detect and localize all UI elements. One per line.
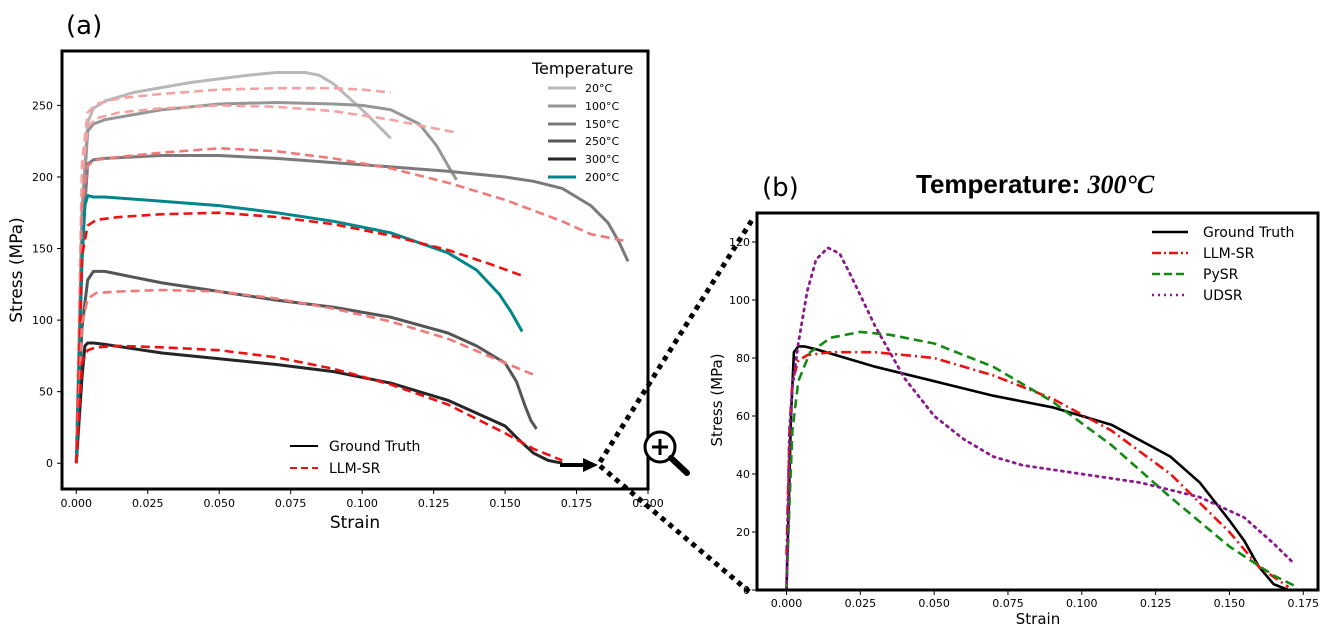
x-tick-label: 0.100 bbox=[346, 497, 378, 510]
series-line-a-ground-truth-20-c bbox=[74, 71, 392, 464]
series-line-b-llm-sr bbox=[785, 350, 1290, 589]
y-tick-label: 250 bbox=[32, 99, 53, 112]
series-line-a-ground-truth-300-c bbox=[74, 341, 563, 465]
series-line-a-llm-sr-150-c bbox=[75, 147, 629, 464]
y-tick-label: 100 bbox=[32, 314, 53, 327]
chart-a: 0.000 0.025 0.050 0.075 0.100 0.125 0.150 0.175… bbox=[7, 49, 664, 533]
series-line-a-llm-sr-200-c bbox=[75, 211, 523, 464]
chart-a-y-label: Stress (MPa) bbox=[7, 217, 27, 323]
panel-b-title-value: 300°C bbox=[1086, 170, 1154, 199]
y-tick-label: 150 bbox=[32, 243, 53, 256]
legend-label-20c: 20°C bbox=[585, 82, 612, 95]
temperature-legend-title: Temperature bbox=[531, 59, 633, 78]
series-line-a-ground-truth-100-c bbox=[74, 101, 458, 464]
legend-label-llm-sr: LLM-SR bbox=[329, 461, 381, 477]
y-tick-label: 200 bbox=[32, 171, 53, 184]
x-tick-label: 0.100 bbox=[1066, 597, 1098, 610]
chart-a-x-ticks: 0.000 0.025 0.050 0.075 0.100 0.125 0.150 0.175… bbox=[61, 489, 664, 510]
x-tick-label: 0.175 bbox=[1287, 597, 1319, 610]
b-legend-label-udsr: UDSR bbox=[1203, 288, 1243, 304]
chart-a-frame bbox=[60, 49, 650, 491]
chart-a-method-legend: Ground Truth LLM-SR bbox=[290, 439, 420, 477]
chart-b-curves bbox=[785, 246, 1298, 592]
series-line-a-ground-truth-150-c bbox=[74, 154, 630, 464]
legend-label-250c: 250°C bbox=[585, 135, 619, 148]
x-tick-label: 0.025 bbox=[845, 597, 877, 610]
zoom-arrow bbox=[560, 458, 598, 472]
series-line-a-llm-sr-300-c bbox=[75, 344, 563, 464]
chart-b-y-label: Stress (MPa) bbox=[708, 353, 726, 446]
y-tick-label: 0 bbox=[46, 457, 53, 470]
zoom-connector-top bbox=[597, 218, 755, 464]
x-tick-label: 0.125 bbox=[1140, 597, 1172, 610]
x-tick-label: 0.050 bbox=[918, 597, 950, 610]
magnifier-zoom-in-icon bbox=[643, 430, 690, 476]
legend-label-150c: 150°C bbox=[585, 118, 619, 131]
b-legend-label-pysr: PySR bbox=[1203, 267, 1239, 283]
legend-label-300c: 300°C bbox=[585, 153, 619, 166]
y-tick-label: 50 bbox=[39, 386, 53, 399]
panel-b-title: Temperature: 300°C bbox=[916, 169, 1155, 199]
legend-label-100c: 100°C bbox=[585, 100, 619, 113]
chart-b-frame bbox=[755, 211, 1320, 592]
x-tick-label: 0.025 bbox=[132, 497, 164, 510]
series-line-a-ground-truth-200-c bbox=[74, 194, 524, 464]
chart-b-x-ticks: 0.000 0.025 0.050 0.075 0.100 0.125 0.150 0.175 bbox=[771, 590, 1319, 610]
chart-b: 0.000 0.025 0.050 0.075 0.100 0.125 0.150 0.175… bbox=[708, 211, 1320, 628]
chart-a-x-label: Strain bbox=[330, 513, 380, 533]
zoom-connector-bottom bbox=[598, 464, 754, 596]
chart-b-x-label: Strain bbox=[1016, 610, 1060, 628]
panel-b-label: (b) bbox=[762, 173, 799, 203]
x-tick-label: 0.075 bbox=[275, 497, 307, 510]
chart-a-temperature-legend: Temperature 20°C 100°C 150°C 250°C 300°C… bbox=[531, 59, 633, 184]
x-tick-label: 0.125 bbox=[418, 497, 450, 510]
b-legend-label-llm-sr: LLM-SR bbox=[1203, 246, 1255, 262]
series-line-a-llm-sr-250-c bbox=[75, 288, 537, 464]
y-tick-label: 80 bbox=[736, 352, 750, 365]
y-tick-label: 20 bbox=[736, 526, 750, 539]
x-tick-label: 0.150 bbox=[489, 497, 521, 510]
panel-b-title-prefix: Temperature: bbox=[916, 169, 1087, 199]
chart-b-legend: Ground Truth LLM-SR PySR UDSR bbox=[1152, 225, 1294, 304]
y-tick-label: 40 bbox=[736, 468, 750, 481]
y-tick-label: 60 bbox=[736, 410, 750, 423]
x-tick-label: 0.150 bbox=[1214, 597, 1246, 610]
legend-label-200c: 200°C bbox=[585, 171, 619, 184]
y-tick-label: 120 bbox=[729, 236, 750, 249]
series-line-b-ground-truth bbox=[785, 345, 1289, 592]
x-tick-label: 0.075 bbox=[992, 597, 1024, 610]
legend-label-ground-truth: Ground Truth bbox=[329, 439, 420, 455]
panel-a-label: (a) bbox=[66, 11, 102, 41]
series-line-b-udsr bbox=[785, 246, 1296, 592]
series-line-b-pysr bbox=[785, 330, 1298, 591]
x-tick-label: 0.050 bbox=[203, 497, 235, 510]
x-tick-label: 0.000 bbox=[61, 497, 93, 510]
chart-a-curves bbox=[74, 71, 630, 465]
series-line-a-ground-truth-250-c bbox=[74, 269, 538, 464]
b-legend-label-ground-truth: Ground Truth bbox=[1203, 225, 1294, 241]
x-tick-label: 0.175 bbox=[561, 497, 593, 510]
y-tick-label: 100 bbox=[729, 294, 750, 307]
series-line-a-llm-sr-100-c bbox=[75, 104, 457, 464]
chart-b-y-ticks: 0 20 40 60 80 100 120 bbox=[729, 236, 757, 597]
chart-a-y-ticks: 0 50 100 150 200 250 bbox=[32, 99, 62, 470]
y-tick-label: 0 bbox=[743, 584, 750, 597]
x-tick-label: 0.000 bbox=[771, 597, 803, 610]
